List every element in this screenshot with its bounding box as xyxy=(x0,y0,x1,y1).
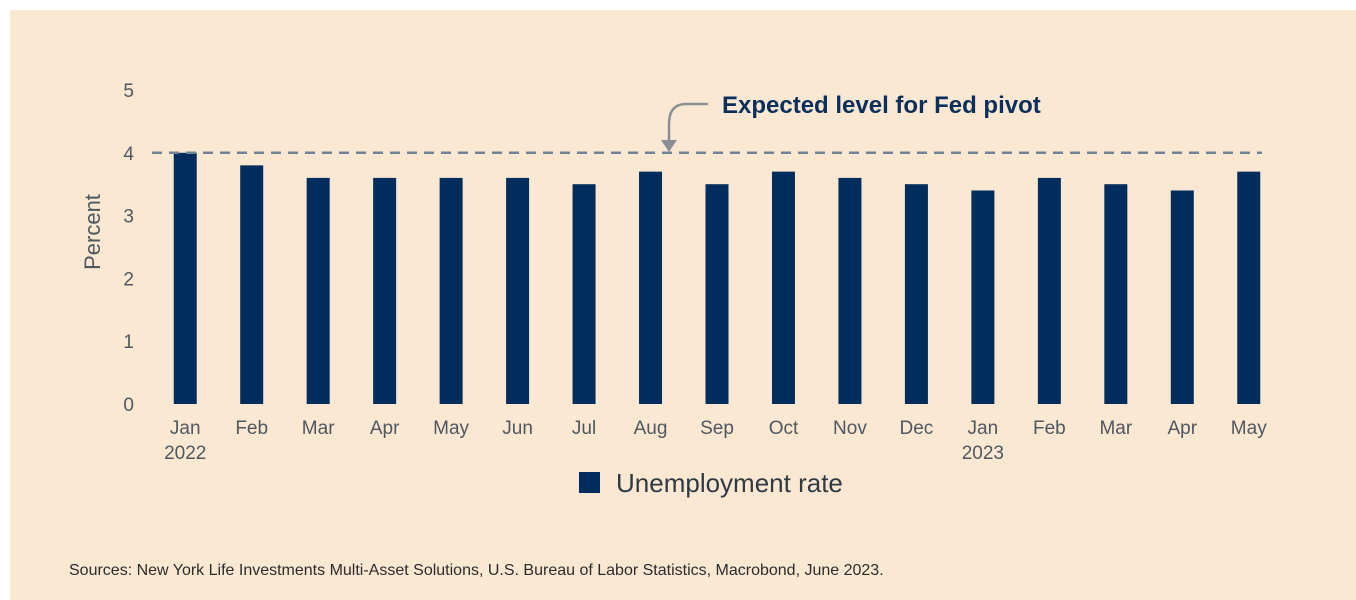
bar xyxy=(904,184,928,404)
bar xyxy=(838,177,862,404)
y-tick-label: 3 xyxy=(123,207,134,228)
x-tick-label: Apr xyxy=(1168,418,1198,439)
y-axis-ticks: 0 1 2 3 4 5 xyxy=(123,81,134,416)
x-tick-label: May xyxy=(1231,418,1267,439)
x-tick-label: Nov xyxy=(833,418,867,439)
bar xyxy=(506,177,530,404)
y-tick-label: 2 xyxy=(123,269,134,290)
y-tick-label: 4 xyxy=(123,144,134,165)
x-tick-label: Apr xyxy=(370,418,400,439)
bar xyxy=(373,177,397,404)
bar xyxy=(173,152,197,404)
x-tick-label: Jul xyxy=(572,418,596,439)
x-tick-label: Dec xyxy=(900,418,934,439)
bar xyxy=(1170,190,1194,404)
x-tick-label: Jan 2022 xyxy=(164,418,206,464)
y-axis-title: Percent xyxy=(80,194,105,270)
bar xyxy=(306,177,330,404)
x-tick-label: Oct xyxy=(769,418,799,439)
annotation-arrowhead xyxy=(661,140,677,152)
bars xyxy=(173,152,1261,404)
x-tick-label: Sep xyxy=(700,418,734,439)
annotation-arrow xyxy=(667,102,708,144)
x-tick-label: Aug xyxy=(634,418,668,439)
x-tick-label: Mar xyxy=(302,418,335,439)
x-tick-label: Feb xyxy=(1033,418,1066,439)
x-tick-label: Feb xyxy=(235,418,268,439)
bar xyxy=(705,184,729,404)
x-tick-label: May xyxy=(433,418,469,439)
bar xyxy=(1104,184,1128,404)
bar xyxy=(439,177,463,404)
legend-label: Unemployment rate xyxy=(616,468,843,498)
x-tick-label: Mar xyxy=(1099,418,1132,439)
x-axis-ticks: Jan 2022 Feb Mar Apr May Jun Jul Aug Sep Oct Nov Dec… xyxy=(164,418,1267,464)
y-tick-label: 1 xyxy=(123,332,134,353)
bar xyxy=(240,165,264,404)
bar xyxy=(1037,177,1061,404)
bar xyxy=(971,190,995,404)
fed-pivot-annotation: Expected level for Fed pivot xyxy=(722,92,1041,119)
y-tick-label: 0 xyxy=(123,395,134,416)
legend-swatch xyxy=(579,472,600,493)
bar xyxy=(639,171,663,404)
bar xyxy=(1237,171,1261,404)
x-tick-label: Jan 2023 xyxy=(962,418,1004,464)
chart-panel xyxy=(10,10,1356,600)
source-note: Sources: New York Life Investments Multi… xyxy=(69,562,884,579)
bar xyxy=(771,171,795,404)
x-tick-label: Jun xyxy=(502,418,533,439)
y-tick-label: 5 xyxy=(123,81,134,102)
bar xyxy=(572,184,596,404)
